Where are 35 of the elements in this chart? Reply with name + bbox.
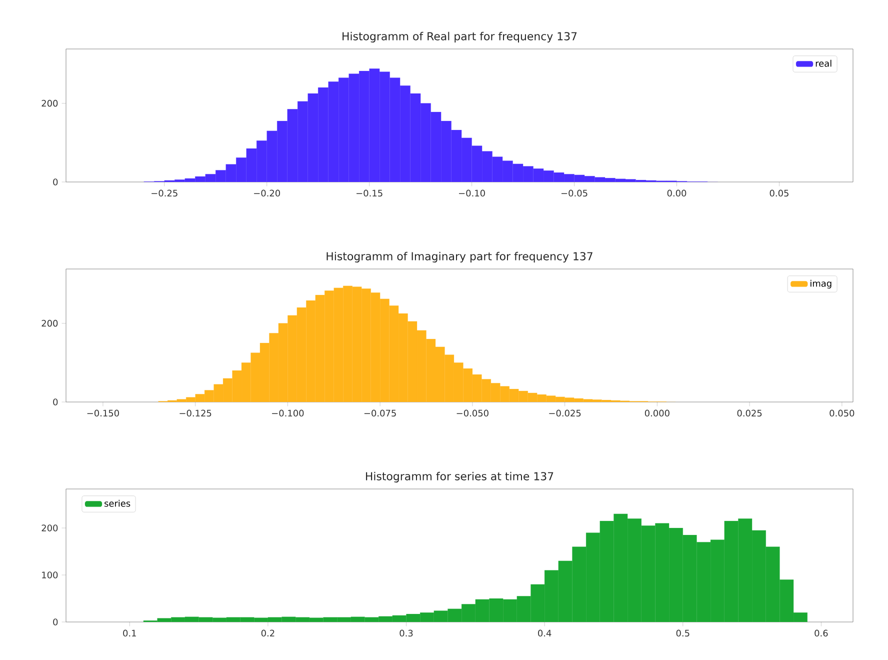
y-tick-label: 200 [42, 320, 58, 327]
x-tick-label: 0.000 [644, 410, 670, 417]
legend-label: imag [810, 280, 832, 288]
x-tick-label: −0.100 [272, 410, 304, 417]
x-tick-label: −0.10 [459, 190, 485, 197]
x-tick-label: 0.05 [770, 190, 788, 197]
x-tick-label: −0.25 [152, 190, 178, 197]
y-tick-label: 0 [53, 178, 58, 186]
y-tick-label: 200 [42, 524, 58, 532]
x-tick-label: −0.125 [180, 410, 212, 417]
x-tick-label: −0.150 [87, 410, 119, 417]
x-tick-label: 0.050 [830, 410, 854, 417]
x-tick-label: −0.025 [549, 410, 581, 417]
x-tick-label: −0.075 [364, 410, 396, 417]
legend-label: series [104, 500, 130, 507]
y-tick-label: 100 [42, 572, 58, 578]
x-tick-label: 0.4 [538, 630, 552, 637]
x-tick-label: −0.050 [456, 410, 488, 417]
chart-title: Histogramm of Imaginary part for frequency 137 [326, 252, 592, 262]
chart-title: Histogramm of Real part for frequency 137 [342, 32, 577, 42]
legend-label: real [816, 60, 832, 67]
x-tick-label: 0.1 [123, 630, 136, 637]
x-tick-label: 0.6 [814, 630, 828, 637]
x-tick-label: −0.20 [254, 190, 280, 197]
x-tick-label: 0.2 [261, 630, 274, 637]
x-tick-label: 0.00 [667, 190, 686, 197]
x-tick-label: −0.15 [356, 190, 382, 197]
x-tick-label: 0.025 [737, 410, 762, 417]
x-tick-label: 0.5 [676, 630, 690, 637]
y-tick-label: 0 [53, 618, 58, 626]
chart-title: Histogramm for series at time 137 [366, 472, 554, 482]
x-tick-label: −0.05 [561, 190, 588, 197]
y-tick-label: 0 [53, 398, 58, 406]
y-tick-label: 200 [42, 100, 58, 107]
x-tick-label: 0.3 [400, 630, 413, 637]
